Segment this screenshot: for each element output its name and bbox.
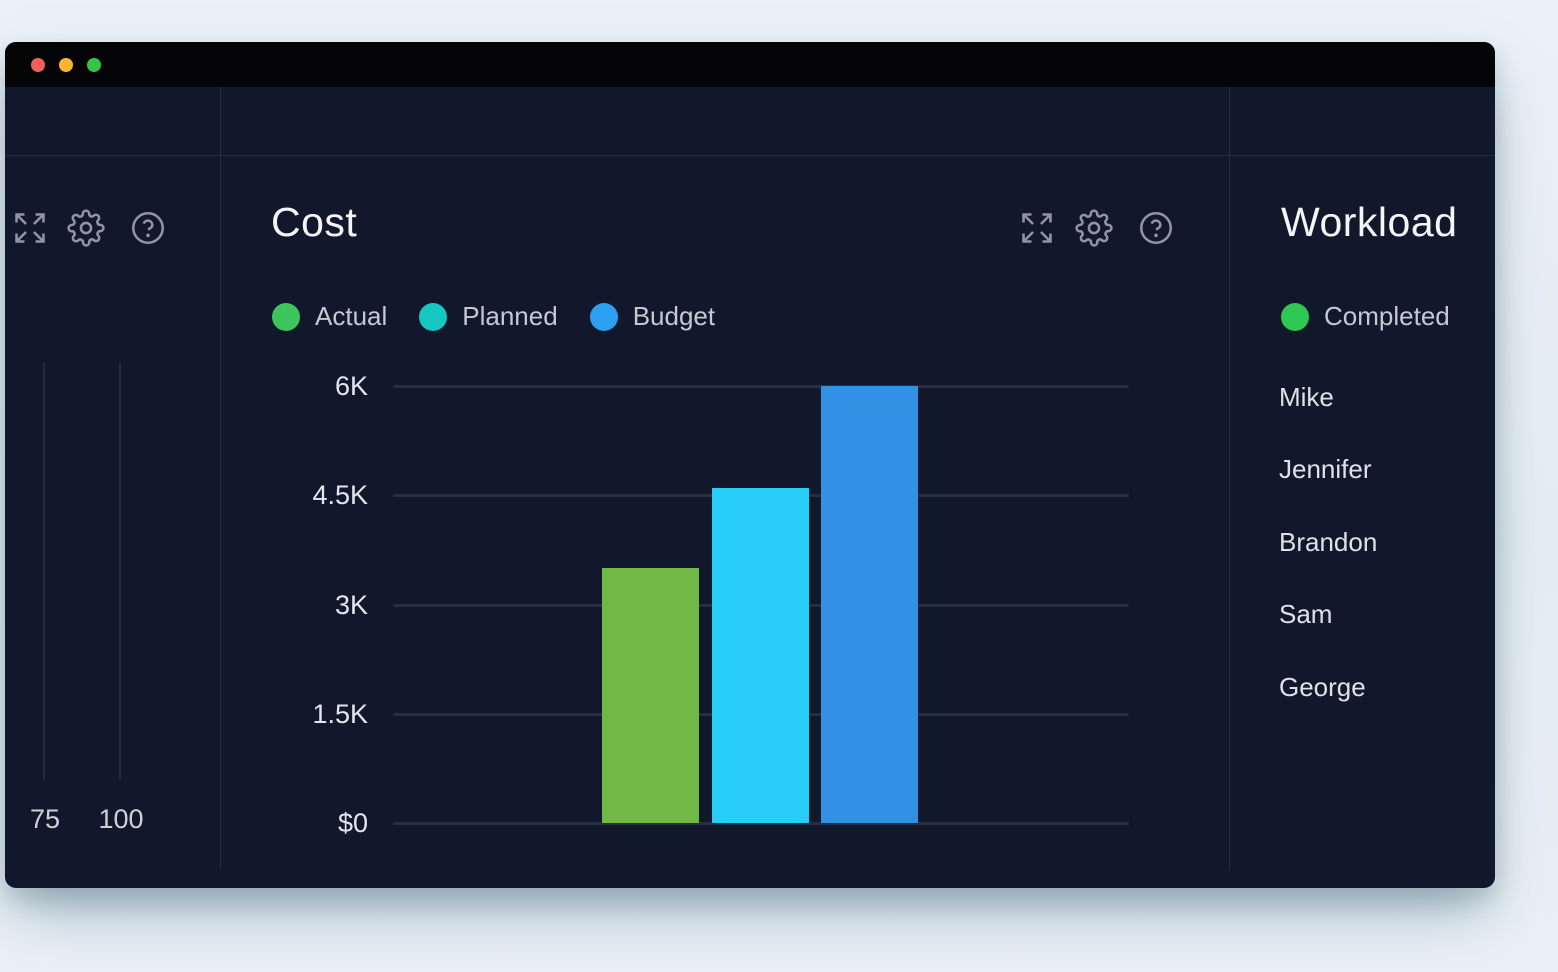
legend-item[interactable]: Completed (1281, 301, 1450, 332)
gridline (393, 385, 1129, 388)
legend-dot (589, 302, 618, 331)
bar-planned (712, 487, 809, 823)
vertical-gridline (119, 362, 121, 780)
dashboard-content: 75 100 Cost Actual Planned Budget 6K 4.5K 3K 1… (5, 87, 1495, 888)
widget-title: Cost (271, 199, 358, 245)
widget-divider (1229, 87, 1230, 870)
gear-icon (67, 209, 105, 247)
expand-icon (1022, 213, 1052, 243)
expand-icon (15, 213, 45, 243)
x-axis-tick-label: 100 (98, 804, 144, 834)
vertical-gridline (43, 362, 45, 780)
legend-dot (419, 302, 448, 331)
help-icon (132, 212, 164, 244)
app-window: 75 100 Cost Actual Planned Budget 6K 4.5K 3K 1… (5, 42, 1495, 888)
zoom-button[interactable] (87, 57, 101, 72)
widget-settings-button[interactable] (67, 209, 105, 247)
legend-dot (272, 302, 300, 331)
legend-item[interactable]: Planned (419, 301, 558, 332)
member-name: Brandon (1279, 526, 1378, 557)
bar-actual (602, 568, 699, 823)
close-button[interactable] (31, 57, 45, 72)
y-axis-tick-label: 1.5K (312, 698, 368, 729)
y-axis-tick-label: $0 (337, 808, 368, 838)
widget-title: Workload (1281, 199, 1458, 245)
widget-help-button[interactable] (1137, 209, 1175, 247)
legend-label: Actual (315, 301, 388, 331)
legend-item[interactable]: Actual (272, 301, 387, 332)
legend-item[interactable]: Budget (589, 301, 716, 332)
expand-widget-button[interactable] (11, 209, 49, 247)
legend-label: Budget (632, 301, 716, 331)
dashboard-toolbar-strip (5, 87, 1495, 156)
minimize-button[interactable] (59, 57, 73, 72)
chart-legend: Completed (1281, 301, 1450, 332)
gridline (393, 822, 1129, 825)
member-name: Jennifer (1279, 454, 1372, 485)
expand-widget-button[interactable] (1018, 209, 1056, 247)
y-axis-tick-label: 3K (334, 589, 368, 620)
member-name: Mike (1279, 381, 1334, 412)
y-axis-tick-label: 6K (334, 371, 368, 401)
member-list: Mike Jennifer Brandon Sam George (1279, 361, 1377, 724)
member-name: Sam (1279, 599, 1333, 630)
legend-dot (1281, 302, 1309, 331)
gear-icon (1075, 209, 1113, 247)
bar-budget (821, 386, 918, 823)
legend-label: Completed (1324, 301, 1450, 331)
y-axis-tick-label: 4.5K (312, 480, 368, 511)
widget-divider (220, 87, 221, 870)
help-icon (1140, 212, 1172, 244)
widget-help-button[interactable] (129, 209, 167, 247)
chart-legend: Actual Planned Budget (272, 301, 715, 332)
legend-label: Planned (462, 301, 558, 331)
x-axis-tick-label: 75 (29, 804, 61, 834)
widget-settings-button[interactable] (1075, 209, 1113, 247)
window-titlebar (5, 42, 1495, 87)
member-name: George (1279, 671, 1366, 702)
